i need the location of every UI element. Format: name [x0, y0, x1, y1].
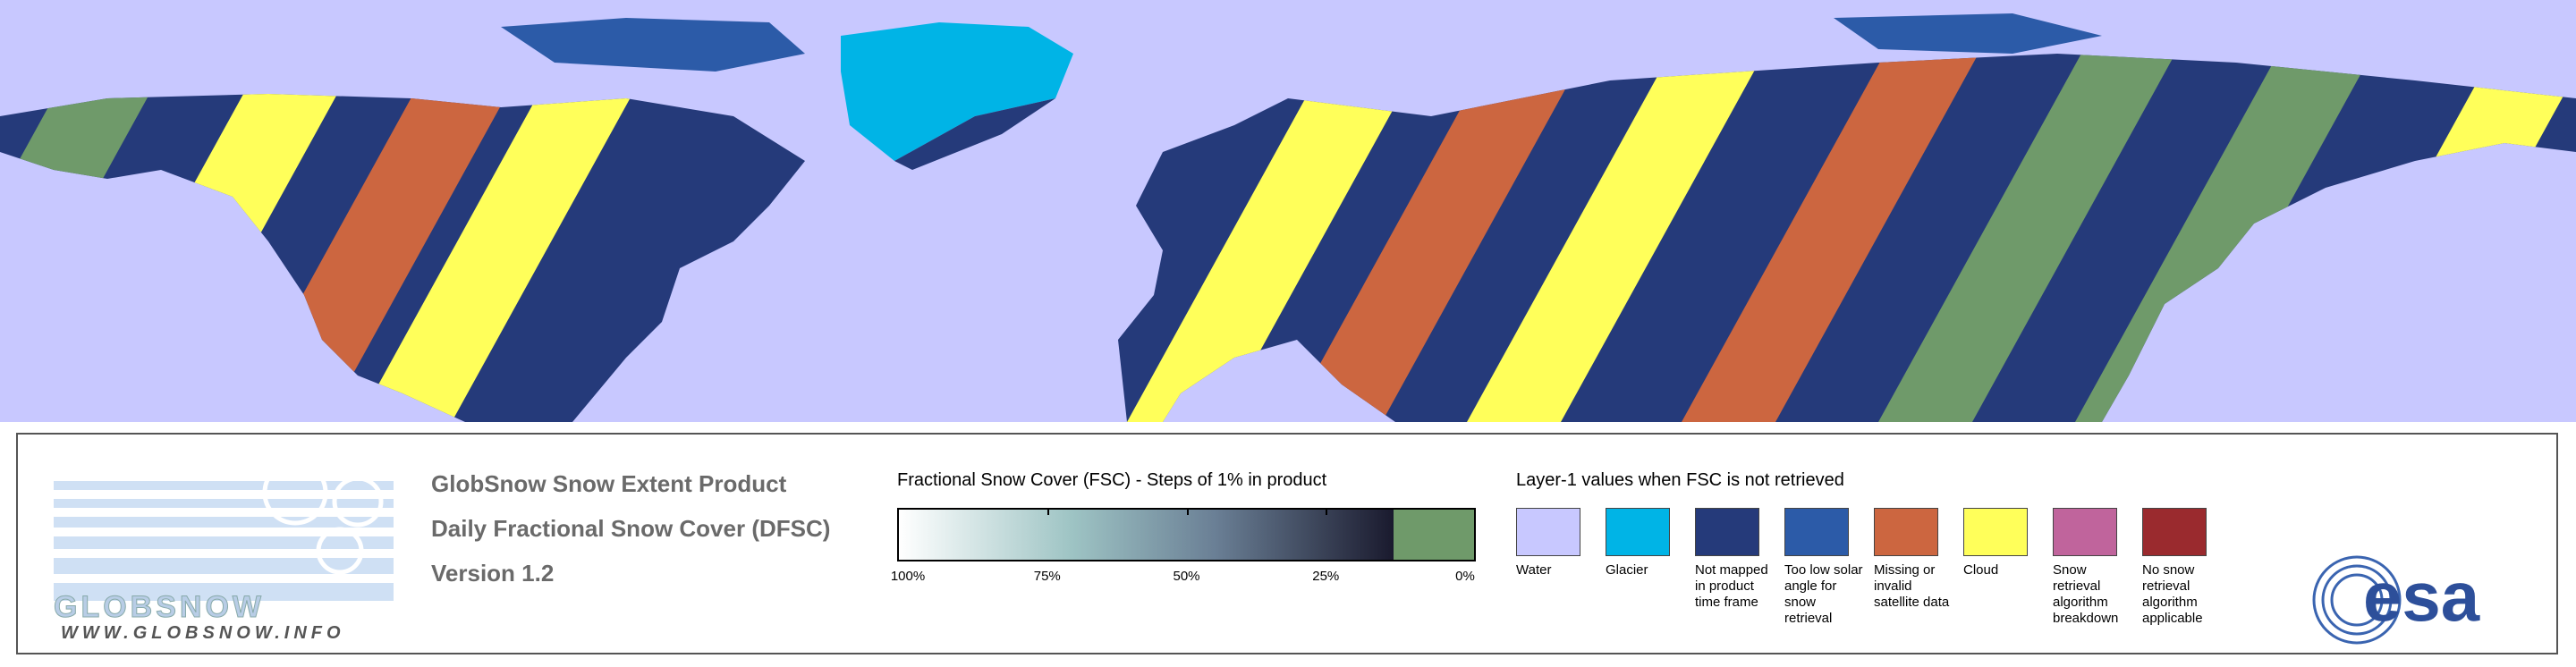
fsc-tick-label: 0%	[1455, 569, 1475, 584]
class-swatch	[2142, 508, 2207, 556]
swath	[358, 54, 684, 422]
class-label: No snow retrieval algorithm applicable	[2142, 562, 2203, 626]
class-swatch	[1516, 508, 1580, 556]
fsc-tick	[1326, 508, 1328, 515]
swath	[1467, 54, 1793, 422]
class-swatch	[1695, 508, 1759, 556]
fsc-tick	[1046, 508, 1049, 515]
swath	[233, 54, 559, 422]
fsc-colorbar	[897, 508, 1476, 561]
fsc-tick-label: 50%	[1173, 569, 1200, 584]
greenland-edge	[894, 98, 1055, 170]
class-swatch	[2053, 508, 2117, 556]
esa-text: esa	[2363, 557, 2480, 636]
class-label: Too low solar angle for snow retrieval	[1784, 562, 1863, 626]
fsc-tick-label: 75%	[1033, 569, 1061, 584]
logo-name: GLOBSNOW	[54, 590, 265, 624]
snow-map	[0, 0, 2576, 422]
globsnow-logo: GLOBSNOW WWW.GLOBSNOW.INFO	[54, 460, 394, 640]
class-label: Glacier	[1606, 562, 1648, 578]
class-swatch	[1963, 508, 2028, 556]
product-title: GlobSnow Snow Extent Product	[431, 470, 787, 497]
class-swatch	[1606, 508, 1670, 556]
version: Version 1.2	[431, 560, 555, 587]
fsc-tick-label: 100%	[890, 569, 926, 584]
class-swatch	[1874, 508, 1938, 556]
fsc-title: Fractional Snow Cover (FSC) - Steps of 1…	[897, 470, 1327, 490]
layer1-title: Layer-1 values when FSC is not retrieved	[1516, 470, 1844, 490]
arctic-islands	[1834, 13, 2102, 54]
class-label: Not mapped in product time frame	[1695, 562, 1768, 610]
class-label: Cloud	[1963, 562, 1999, 578]
fsc-tick-label: 25%	[1312, 569, 1340, 584]
logo-url: WWW.GLOBSNOW.INFO	[61, 623, 345, 640]
greenland	[841, 22, 1073, 161]
legend-panel: GLOBSNOW WWW.GLOBSNOW.INFO GlobSnow Snow…	[16, 433, 2558, 654]
arctic-islands	[501, 18, 805, 72]
esa-logo: esa	[2312, 555, 2480, 645]
class-label: Missing or invalid satellite data	[1874, 562, 1950, 610]
class-label: Snow retrieval algorithm breakdown	[2053, 562, 2119, 626]
swath	[1682, 54, 2008, 422]
swath	[2075, 54, 2402, 422]
swath	[1878, 54, 2205, 422]
class-swatch	[1784, 508, 1849, 556]
fsc-tick	[1186, 508, 1189, 515]
swath	[1288, 54, 1614, 422]
product-subtitle: Daily Fractional Snow Cover (DFSC)	[431, 515, 831, 542]
class-label: Water	[1516, 562, 1552, 578]
